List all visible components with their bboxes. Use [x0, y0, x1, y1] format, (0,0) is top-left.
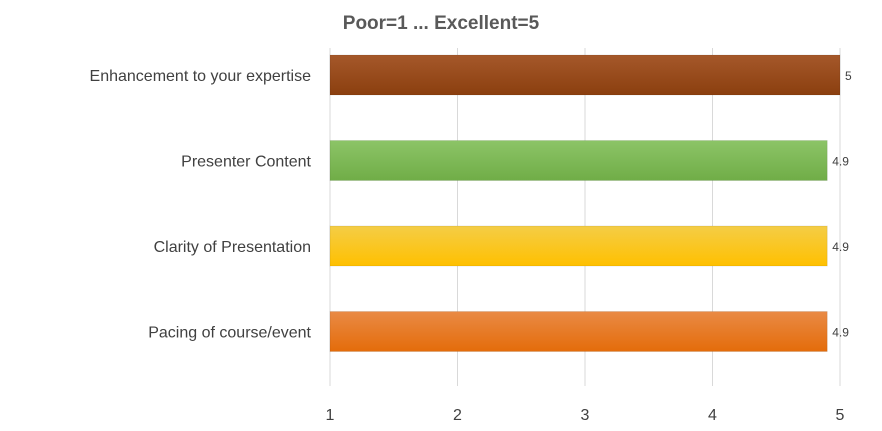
- category-label-1: Enhancement to your expertise: [90, 68, 312, 85]
- chart-title: Poor=1 ... Excellent=5: [343, 13, 540, 34]
- x-tick-label-1: 1: [326, 407, 335, 424]
- x-tick-label-2: 2: [453, 407, 462, 424]
- x-tick-label-4: 4: [708, 407, 717, 424]
- data-label-2: 4.9: [832, 155, 849, 169]
- data-label-4: 4.9: [832, 326, 849, 340]
- x-tick-label-5: 5: [836, 407, 845, 424]
- category-label-2: Presenter Content: [181, 154, 311, 171]
- bars: [329, 54, 841, 352]
- category-label-3: Clarity of Presentation: [154, 239, 311, 256]
- bar-1: [329, 54, 841, 96]
- bar-2: [329, 140, 828, 181]
- category-label-4: Pacing of course/event: [148, 325, 311, 342]
- bar-4: [329, 311, 828, 352]
- x-axis-tick-labels: 1 2 3 4 5: [326, 407, 845, 424]
- data-labels: 5 4.9 4.9 4.9: [832, 69, 852, 340]
- data-label-3: 4.9: [832, 240, 849, 254]
- bar-3: [329, 225, 828, 267]
- category-labels: Enhancement to your expertise Presenter C…: [90, 68, 312, 342]
- data-label-1: 5: [845, 69, 852, 83]
- x-tick-label-3: 3: [581, 407, 590, 424]
